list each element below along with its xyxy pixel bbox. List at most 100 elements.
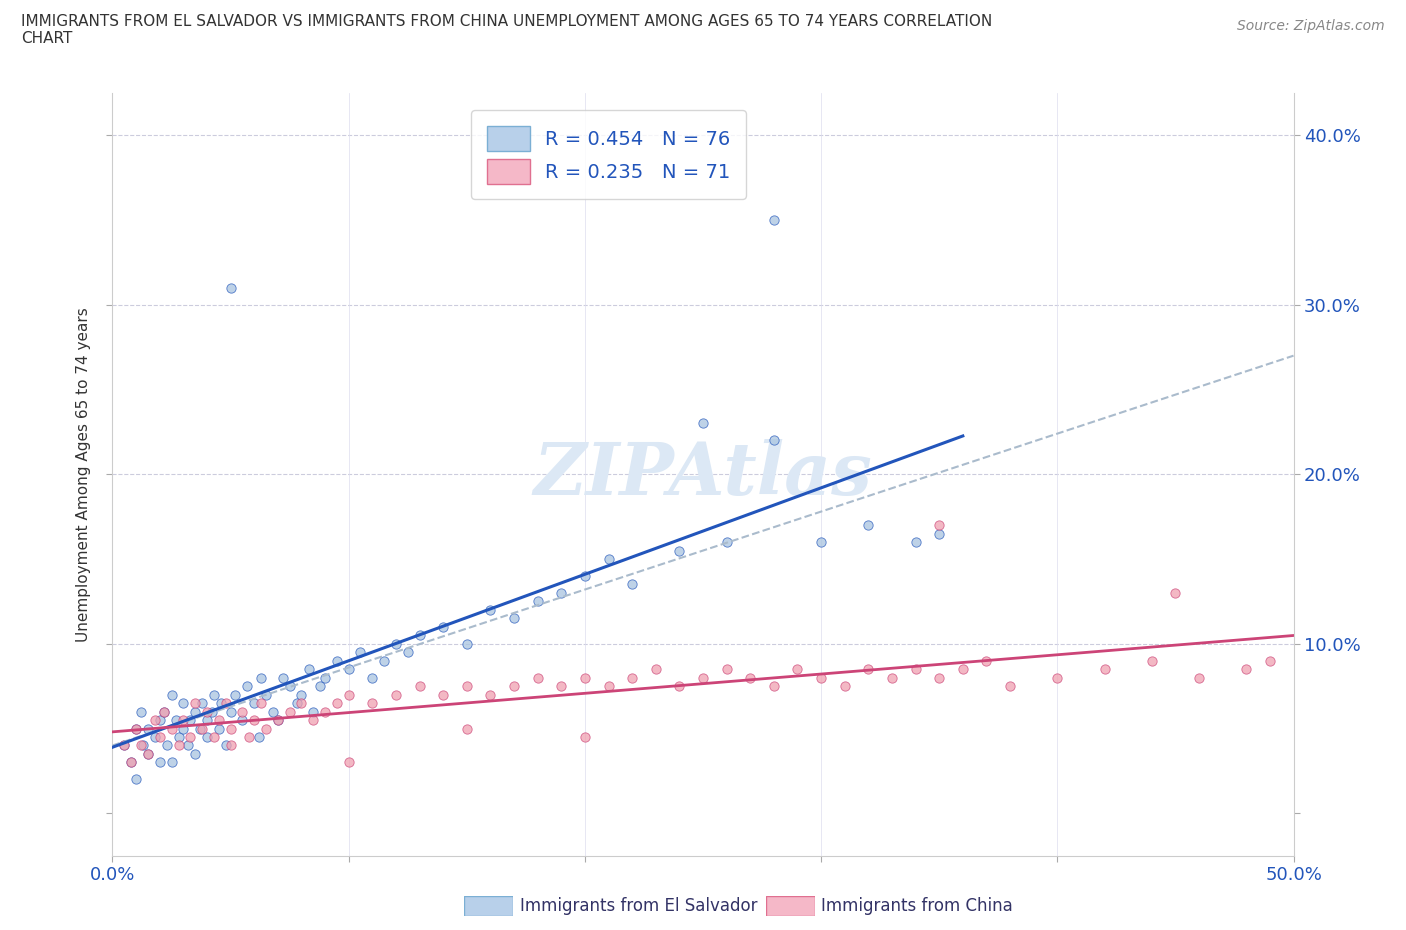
Point	[271, 671, 294, 685]
Point	[262, 704, 284, 719]
Point	[201, 704, 224, 719]
Point	[129, 738, 152, 753]
Point	[247, 729, 270, 744]
Point	[928, 671, 950, 685]
Point	[172, 721, 194, 736]
Point	[326, 696, 349, 711]
Point	[297, 662, 319, 677]
Point	[574, 568, 596, 583]
Point	[136, 747, 159, 762]
Point	[179, 712, 201, 727]
Point	[278, 679, 301, 694]
Point	[202, 729, 225, 744]
Point	[408, 679, 430, 694]
Point	[160, 721, 183, 736]
Legend: R = 0.454   N = 76, R = 0.235   N = 71: R = 0.454 N = 76, R = 0.235 N = 71	[471, 111, 745, 199]
Point	[202, 687, 225, 702]
Point	[250, 696, 273, 711]
Point	[215, 696, 238, 711]
Point	[314, 704, 336, 719]
Point	[621, 577, 644, 591]
Point	[337, 662, 360, 677]
Point	[998, 679, 1021, 694]
Point	[337, 755, 360, 770]
Point	[172, 712, 194, 727]
Point	[1140, 653, 1163, 668]
Point	[208, 721, 231, 736]
Text: ZIPAtlas: ZIPAtlas	[534, 439, 872, 510]
Point	[167, 729, 190, 744]
Point	[153, 704, 176, 719]
Point	[209, 696, 232, 711]
Point	[668, 543, 690, 558]
Point	[456, 636, 478, 651]
Point	[191, 721, 214, 736]
Point	[810, 671, 832, 685]
Point	[231, 712, 253, 727]
Point	[208, 712, 231, 727]
Point	[195, 729, 218, 744]
Point	[550, 679, 572, 694]
Point	[243, 696, 266, 711]
Point	[136, 721, 159, 736]
Point	[1258, 653, 1281, 668]
Point	[215, 738, 238, 753]
Point	[361, 671, 384, 685]
Point	[136, 747, 159, 762]
Point	[337, 687, 360, 702]
Point	[762, 213, 785, 228]
Point	[254, 687, 277, 702]
Point	[112, 738, 135, 753]
Point	[326, 653, 349, 668]
Point	[834, 679, 856, 694]
Point	[165, 712, 187, 727]
Point	[267, 712, 290, 727]
Point	[598, 551, 620, 566]
Point	[1234, 662, 1257, 677]
Point	[125, 721, 148, 736]
Point	[621, 671, 644, 685]
Point	[219, 704, 242, 719]
Point	[191, 696, 214, 711]
Text: CHART: CHART	[21, 31, 73, 46]
Point	[285, 696, 308, 711]
Point	[716, 535, 738, 550]
Point	[479, 603, 502, 618]
Point	[786, 662, 808, 677]
Point	[952, 662, 974, 677]
Point	[219, 721, 242, 736]
Point	[574, 729, 596, 744]
Point	[432, 619, 454, 634]
Point	[156, 738, 179, 753]
Point	[195, 712, 218, 727]
Text: Immigrants from El Salvador: Immigrants from El Salvador	[520, 897, 758, 915]
Point	[503, 679, 526, 694]
Point	[574, 671, 596, 685]
Point	[1188, 671, 1211, 685]
Point	[904, 662, 927, 677]
Point	[810, 535, 832, 550]
Point	[125, 721, 148, 736]
Point	[184, 704, 207, 719]
Point	[149, 755, 172, 770]
Point	[125, 772, 148, 787]
Point	[928, 518, 950, 533]
Point	[238, 729, 260, 744]
Point	[179, 729, 201, 744]
Point	[290, 687, 312, 702]
Point	[267, 712, 290, 727]
Point	[692, 671, 714, 685]
Point	[740, 671, 762, 685]
Point	[858, 662, 880, 677]
Point	[143, 712, 166, 727]
Point	[224, 687, 246, 702]
Point	[858, 518, 880, 533]
Point	[177, 738, 200, 753]
Point	[762, 433, 785, 448]
Point	[236, 679, 259, 694]
Point	[219, 738, 242, 753]
Point	[349, 644, 371, 659]
Point	[904, 535, 927, 550]
Point	[302, 704, 325, 719]
Y-axis label: Unemployment Among Ages 65 to 74 years: Unemployment Among Ages 65 to 74 years	[76, 307, 91, 642]
